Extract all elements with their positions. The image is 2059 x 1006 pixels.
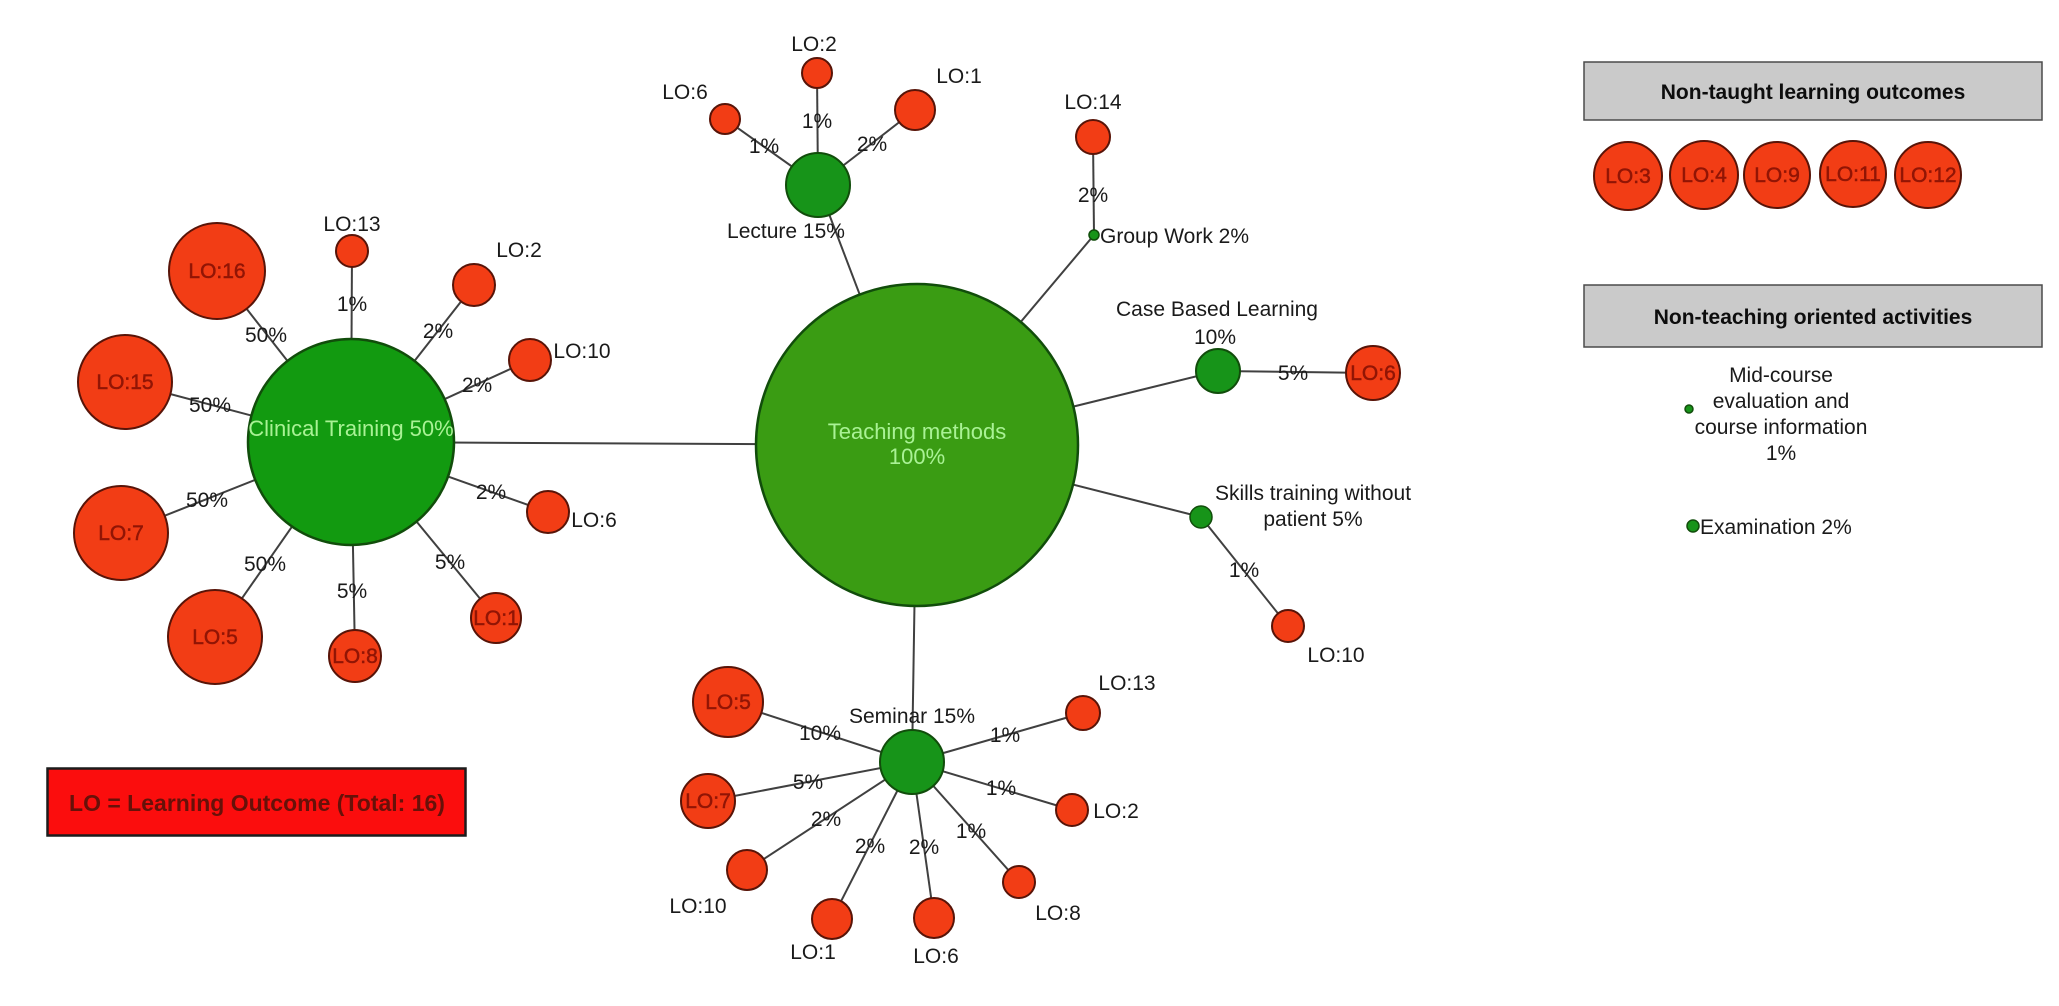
svg-text:50%: 50% <box>244 553 286 576</box>
svg-text:1%: 1% <box>1766 442 1796 465</box>
svg-text:LO:8: LO:8 <box>332 645 378 668</box>
svg-text:2%: 2% <box>462 374 492 397</box>
svg-text:5%: 5% <box>435 551 465 574</box>
svg-text:1%: 1% <box>1229 559 1259 582</box>
svg-text:LO:1: LO:1 <box>936 65 982 88</box>
svg-text:LO:2: LO:2 <box>1093 800 1139 823</box>
svg-text:LO:3: LO:3 <box>1605 165 1651 188</box>
svg-text:2%: 2% <box>1078 184 1108 207</box>
svg-text:LO:11: LO:11 <box>1825 163 1881 186</box>
svg-text:1%: 1% <box>749 135 779 158</box>
svg-text:2%: 2% <box>855 835 885 858</box>
svg-text:LO:2: LO:2 <box>496 239 542 262</box>
svg-text:LO:4: LO:4 <box>1681 164 1727 187</box>
svg-text:Non-teaching oriented activiti: Non-teaching oriented activities <box>1654 306 1973 329</box>
svg-text:Group Work 2%: Group Work 2% <box>1100 225 1249 248</box>
svg-text:Case Based Learning: Case Based Learning <box>1116 298 1318 321</box>
svg-text:2%: 2% <box>857 133 887 156</box>
svg-text:Non-taught learning outcomes: Non-taught learning outcomes <box>1661 81 1966 104</box>
svg-text:50%: 50% <box>186 489 228 512</box>
svg-text:50%: 50% <box>245 324 287 347</box>
svg-text:LO:7: LO:7 <box>98 522 144 545</box>
svg-text:1%: 1% <box>986 777 1016 800</box>
svg-text:LO:5: LO:5 <box>192 626 238 649</box>
svg-text:LO:6: LO:6 <box>1350 362 1396 385</box>
svg-text:Mid-course: Mid-course <box>1729 364 1833 387</box>
svg-text:10%: 10% <box>799 722 841 745</box>
svg-text:10%: 10% <box>1194 326 1236 349</box>
svg-text:LO:16: LO:16 <box>188 260 245 283</box>
svg-text:LO:5: LO:5 <box>705 691 751 714</box>
svg-text:LO:1: LO:1 <box>790 941 836 964</box>
svg-text:LO = Learning Outcome (Total:: LO = Learning Outcome (Total: 16) <box>69 790 445 816</box>
svg-text:5%: 5% <box>1278 362 1308 385</box>
svg-text:Teaching methods: Teaching methods <box>828 419 1007 444</box>
svg-text:Examination 2%: Examination 2% <box>1700 516 1852 539</box>
svg-text:2%: 2% <box>423 320 453 343</box>
svg-text:50%: 50% <box>189 394 231 417</box>
svg-text:LO:12: LO:12 <box>1899 164 1956 187</box>
svg-text:LO:7: LO:7 <box>685 790 731 813</box>
svg-text:LO:10: LO:10 <box>553 340 610 363</box>
svg-text:5%: 5% <box>337 580 367 603</box>
svg-text:LO:8: LO:8 <box>1035 902 1081 925</box>
svg-text:LO:6: LO:6 <box>913 945 959 968</box>
svg-text:2%: 2% <box>811 808 841 831</box>
svg-text:LO:13: LO:13 <box>323 213 380 236</box>
svg-text:Seminar 15%: Seminar 15% <box>849 705 975 728</box>
svg-text:LO:13: LO:13 <box>1098 672 1155 695</box>
svg-text:LO:2: LO:2 <box>791 33 837 56</box>
svg-text:Skills training without: Skills training without <box>1215 482 1411 505</box>
svg-text:patient 5%: patient 5% <box>1263 508 1362 531</box>
svg-text:LO:6: LO:6 <box>662 81 708 104</box>
svg-text:Lecture 15%: Lecture 15% <box>727 220 845 243</box>
svg-text:course information: course information <box>1695 416 1868 439</box>
svg-text:LO:1: LO:1 <box>473 607 519 630</box>
svg-text:LO:10: LO:10 <box>1307 644 1364 667</box>
svg-text:5%: 5% <box>793 771 823 794</box>
svg-text:Clinical Training 50%: Clinical Training 50% <box>248 416 453 441</box>
svg-text:LO:9: LO:9 <box>1754 164 1800 187</box>
svg-text:1%: 1% <box>956 820 986 843</box>
svg-text:evaluation and: evaluation and <box>1713 390 1850 413</box>
svg-text:LO:10: LO:10 <box>669 895 726 918</box>
svg-text:LO:6: LO:6 <box>571 509 617 532</box>
svg-text:1%: 1% <box>990 724 1020 747</box>
svg-text:2%: 2% <box>909 836 939 859</box>
svg-text:LO:15: LO:15 <box>96 371 153 394</box>
svg-text:2%: 2% <box>476 481 506 504</box>
svg-text:1%: 1% <box>337 293 367 316</box>
svg-text:1%: 1% <box>802 110 832 133</box>
svg-text:LO:14: LO:14 <box>1064 91 1122 114</box>
svg-text:100%: 100% <box>889 444 945 469</box>
